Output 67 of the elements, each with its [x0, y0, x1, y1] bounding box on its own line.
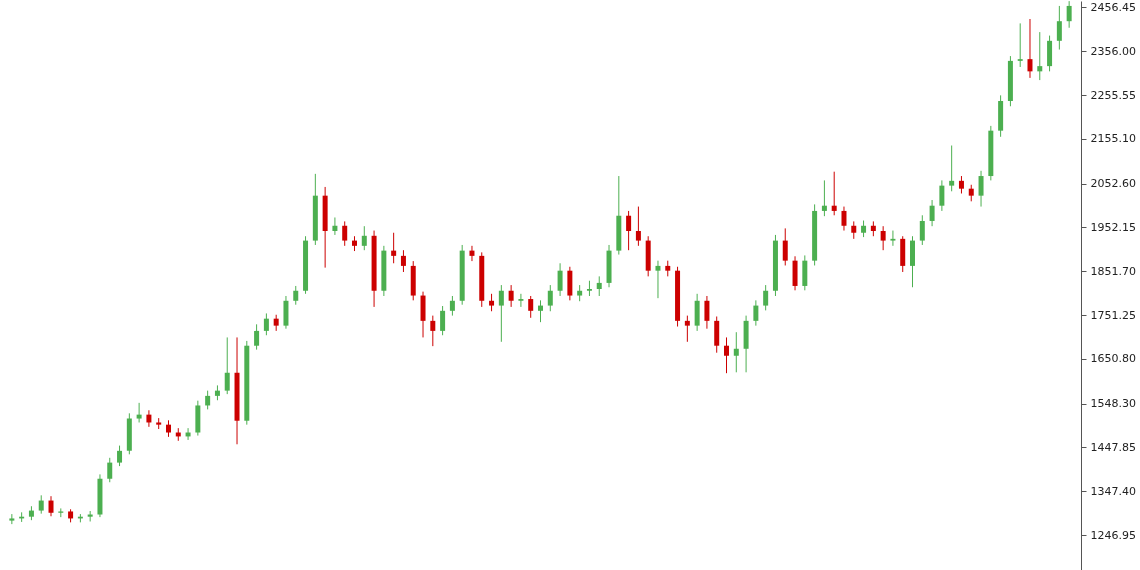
candlestick [635, 206, 641, 247]
candlestick [655, 260, 661, 299]
candlestick [841, 206, 847, 232]
candlestick [763, 284, 769, 311]
candlestick [9, 513, 15, 525]
candlestick [596, 275, 602, 297]
candlestick [831, 171, 837, 216]
candlestick [890, 230, 896, 247]
candlestick [205, 390, 211, 410]
y-tick-label: 2052.60 [1090, 177, 1136, 191]
candlestick [978, 170, 984, 208]
candlestick [1037, 31, 1043, 81]
candlestick [38, 494, 44, 515]
candlestick [1017, 22, 1023, 68]
candlestick [342, 220, 348, 247]
y-tick-label: 1347.40 [1090, 484, 1136, 498]
candlestick [724, 336, 730, 374]
candlestick [361, 225, 367, 251]
candlestick [263, 312, 269, 336]
candlestick [48, 495, 54, 517]
candlestick [821, 179, 827, 217]
candlestick [1056, 5, 1062, 51]
candlestick [1066, 0, 1072, 29]
candlestick [469, 245, 475, 262]
candlestick [939, 179, 945, 212]
candlestick [518, 293, 524, 308]
y-tick-label: 2356.00 [1090, 44, 1136, 58]
y-tick-label: 1246.95 [1090, 528, 1136, 542]
candlestick [538, 299, 543, 323]
candlestick [391, 232, 397, 264]
candlestick [400, 249, 406, 273]
candlestick [733, 331, 739, 373]
y-tick-label: 2255.55 [1090, 88, 1136, 102]
y-tick-label: 1650.80 [1090, 352, 1136, 366]
candlestick [136, 402, 142, 423]
candlestick [626, 210, 632, 251]
candlestick [547, 284, 553, 312]
candlestick [117, 445, 123, 467]
candlestick [430, 315, 436, 347]
candlestick [440, 305, 446, 336]
candlestick [684, 315, 690, 343]
y-tick-label: 1548.30 [1090, 397, 1136, 411]
candlestick [107, 457, 113, 483]
candlestick [929, 199, 935, 227]
candlestick [498, 284, 504, 343]
candlestick [753, 299, 759, 327]
candlestick [704, 295, 710, 330]
candlestick [782, 227, 788, 266]
candlestick [449, 295, 455, 317]
y-tick-label: 2456.45 [1090, 0, 1136, 14]
y-tick-label: 2155.10 [1090, 132, 1136, 146]
candlestick [224, 336, 230, 395]
candlestick [293, 285, 299, 306]
y-tick-label: 1952.15 [1090, 220, 1136, 234]
candlestick [254, 323, 260, 351]
candlestick [332, 216, 338, 236]
candlestick [508, 284, 514, 308]
y-tick-label: 1751.25 [1090, 308, 1136, 322]
y-tick-label: 1851.70 [1090, 264, 1136, 278]
candlestick [880, 225, 886, 251]
candlestick [528, 295, 534, 319]
candlestick [919, 214, 925, 246]
candlestick [146, 409, 152, 428]
candlestick [1027, 18, 1033, 79]
candlestick [949, 145, 955, 192]
y-tick-label: 1447.85 [1090, 440, 1136, 454]
candlestick [557, 262, 563, 297]
